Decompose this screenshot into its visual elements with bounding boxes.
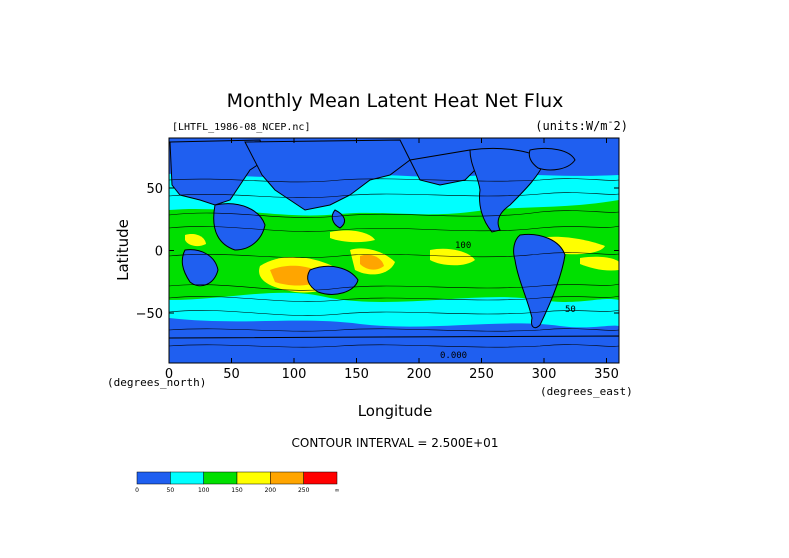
x-tick-label: 0 [165, 367, 173, 382]
colorbar-swatch [136, 471, 171, 485]
colorbar: 0 50 100 150 200 250 ∞ [135, 471, 340, 494]
colorbar-label: 100 [198, 487, 210, 494]
colorbar-swatch [236, 471, 271, 485]
colorbar-label: ∞ [335, 487, 340, 494]
contour-interval-label: CONTOUR INTERVAL = 2.500E+01 [292, 436, 499, 450]
units-label: (units:W/m-2) [535, 117, 628, 133]
axis-tick-labels: 0 50 100 150 200 250 300 350 50 0 −50 [136, 182, 619, 382]
y-tick-label: 50 [146, 182, 163, 197]
y-units-label: (degrees_north) [107, 376, 206, 389]
colorbar-swatch [270, 471, 304, 485]
axis-ticks [168, 138, 619, 363]
contour-label: 0.000 [440, 351, 467, 361]
colorbar-label: 200 [265, 487, 277, 494]
colorbar-label: 50 [167, 487, 175, 494]
x-units-label: (degrees_east) [540, 385, 633, 398]
x-tick-label: 50 [223, 367, 240, 382]
y-axis-label: Latitude [114, 219, 132, 281]
x-tick-label: 250 [469, 367, 494, 382]
x-axis-label: Longitude [358, 402, 433, 420]
colorbar-label: 150 [231, 487, 243, 494]
map-field: 100 50 0.000 [169, 138, 619, 363]
contour-label: 100 [455, 241, 471, 251]
x-tick-label: 150 [344, 367, 369, 382]
x-tick-label: 100 [282, 367, 307, 382]
x-tick-label: 200 [407, 367, 432, 382]
colorbar-label: 0 [135, 487, 139, 494]
chart-title: Monthly Mean Latent Heat Net Flux [227, 90, 564, 112]
colorbar-swatch [203, 471, 238, 485]
contour-lines [169, 178, 619, 348]
contour-label: 50 [565, 305, 576, 315]
colorbar-label: 250 [298, 487, 310, 494]
colorbar-swatch [170, 471, 204, 485]
x-tick-label: 300 [532, 367, 557, 382]
colorbar-swatch [303, 471, 338, 485]
y-tick-label: 0 [155, 245, 163, 260]
y-tick-label: −50 [136, 307, 163, 322]
file-label: [LHTFL_1986-08_NCEP.nc] [172, 122, 310, 133]
x-tick-label: 350 [594, 367, 619, 382]
